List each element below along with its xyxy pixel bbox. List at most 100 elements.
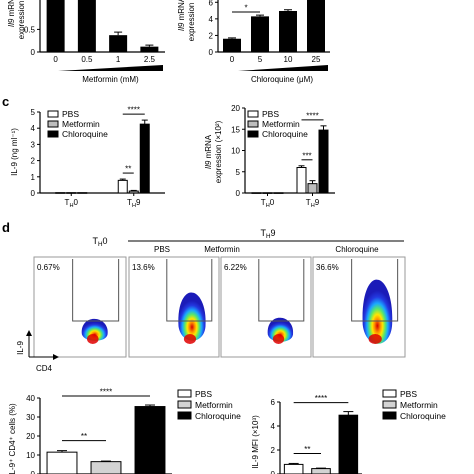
y-tick-label: 4 xyxy=(271,422,276,431)
y-tick-label: 20 xyxy=(231,104,240,113)
bar xyxy=(109,35,128,52)
bar-metformin xyxy=(90,461,122,474)
bar-chloroquine xyxy=(134,406,166,474)
bar xyxy=(279,10,297,52)
legend-swatch-metformin xyxy=(177,400,192,409)
legend-swatch-chloroquine xyxy=(247,130,259,138)
bar-metformin xyxy=(128,190,139,194)
gate xyxy=(72,259,120,322)
y-tick-label: 5 xyxy=(236,168,241,177)
bar-pbs xyxy=(55,192,66,194)
legend-swatch-pbs xyxy=(382,389,397,398)
x-tick-label: TH9 xyxy=(127,198,141,209)
y-tick-label: 0 xyxy=(31,470,36,474)
y-tick-label: 4 xyxy=(209,15,214,24)
bar-chloroquine xyxy=(139,123,150,194)
flow-y-label: IL-9 xyxy=(16,341,25,355)
flow-plot-box xyxy=(128,256,220,358)
x-axis-label: Metformin (mM) xyxy=(82,75,139,84)
cell-population xyxy=(81,318,108,341)
il9-positive-cells-chart: 403020100******PBSMetforminChloroquineIL… xyxy=(8,388,241,474)
chloroquine-dose-chart: 6 4 2 0 0 5 10 25 * Chloroquine (μM) Il9 mRNA expre… xyxy=(177,0,330,84)
y-tick-label: 0 xyxy=(236,189,241,198)
significance-label: ** xyxy=(125,165,131,174)
population-core xyxy=(368,334,382,344)
cell-population xyxy=(178,292,206,341)
group-label-th9: TH9 xyxy=(260,228,275,240)
y-tick-label: 10 xyxy=(231,147,240,156)
bar-pbs xyxy=(296,167,307,194)
legend-swatch-pbs xyxy=(47,110,59,118)
y-tick-label: 0.5 xyxy=(24,25,36,34)
legend-swatch-chloroquine xyxy=(382,411,397,420)
cell-population xyxy=(362,279,393,344)
column-label: Chloroquine xyxy=(335,245,379,254)
y-tick-label: 2 xyxy=(31,157,36,166)
il9-arrowhead xyxy=(26,330,32,336)
group-label-th0: TH0 xyxy=(92,236,107,248)
metformin-dose-chart: 0.5 0 0 0.5 1 2.5 Metformin (mM) Il9 mRNA expres… xyxy=(7,0,165,84)
population-core xyxy=(183,334,197,344)
y-axis-label: IL-9 MFI (×10³) xyxy=(251,415,260,469)
x-tick-label: TH0 xyxy=(65,198,79,209)
y-axis-label-2: expression (×10²) xyxy=(214,120,223,183)
panel-label-d: d xyxy=(2,220,10,235)
y-axis-label: Il9 mRNA xyxy=(177,0,186,31)
bar-pbs xyxy=(117,179,128,194)
bar xyxy=(77,0,96,52)
y-tick-label: 5 xyxy=(31,108,36,117)
y-axis-label: IL-9⁺ CD4⁺ cells (%) xyxy=(8,403,17,474)
legend-swatch-metformin xyxy=(382,400,397,409)
gate xyxy=(166,259,213,322)
significance-label: **** xyxy=(315,394,327,403)
y-tick-label: 2 xyxy=(271,446,276,455)
legend-swatch-chloroquine xyxy=(177,411,192,420)
x-axis-label: Chloroquine (μM) xyxy=(251,75,313,84)
legend-label: Chloroquine xyxy=(195,411,241,421)
gate-percentage: 6.22% xyxy=(224,263,247,272)
bar-pbs xyxy=(46,451,78,474)
flow-cytometry-plots: TH0 TH9 PBS Metformin Chloroquine 0.67% 13.6% 6… xyxy=(16,228,406,373)
bar xyxy=(251,16,269,52)
y-tick-label: 15 xyxy=(231,125,240,134)
legend-label: Metformin xyxy=(62,119,100,129)
bar-pbs xyxy=(251,192,262,194)
dose-wedge xyxy=(238,65,328,71)
cd4-arrowhead xyxy=(53,354,59,360)
legend-swatch-pbs xyxy=(177,389,192,398)
legend-label: PBS xyxy=(400,389,417,399)
legend-label: Metformin xyxy=(400,400,438,410)
x-tick-label: 25 xyxy=(312,55,321,64)
bar-chloroquine xyxy=(318,129,329,194)
population-core xyxy=(272,334,285,344)
legend-label: Metformin xyxy=(262,119,300,129)
x-tick-label: 0.5 xyxy=(81,55,93,64)
legend-label: Metformin xyxy=(195,400,233,410)
cell-population xyxy=(267,317,294,342)
y-tick-label: 2 xyxy=(209,31,214,40)
dose-wedge xyxy=(58,65,163,71)
significance-label: * xyxy=(244,4,247,13)
x-tick-label: 0 xyxy=(230,55,235,64)
x-tick-label: 0 xyxy=(53,55,58,64)
legend-swatch-chloroquine xyxy=(47,130,59,138)
flow-x-label: CD4 xyxy=(36,364,53,373)
y-axis-label: IL-9 (ng ml⁻¹) xyxy=(10,128,19,176)
gate xyxy=(351,259,399,322)
legend-swatch-pbs xyxy=(247,110,259,118)
x-tick-label: 2.5 xyxy=(144,55,156,64)
bar xyxy=(46,0,65,52)
flow-plot-box xyxy=(33,256,127,358)
bar-chloroquine xyxy=(77,192,88,194)
x-tick-label: 5 xyxy=(258,55,263,64)
bar-metformin xyxy=(311,468,331,474)
population-core xyxy=(86,334,99,344)
bar xyxy=(140,46,159,52)
bar-chloroquine xyxy=(273,192,284,194)
panel-label-c: c xyxy=(2,94,9,109)
column-label: PBS xyxy=(154,245,170,254)
significance-label: **** xyxy=(306,111,318,120)
column-label: Metformin xyxy=(204,245,240,254)
